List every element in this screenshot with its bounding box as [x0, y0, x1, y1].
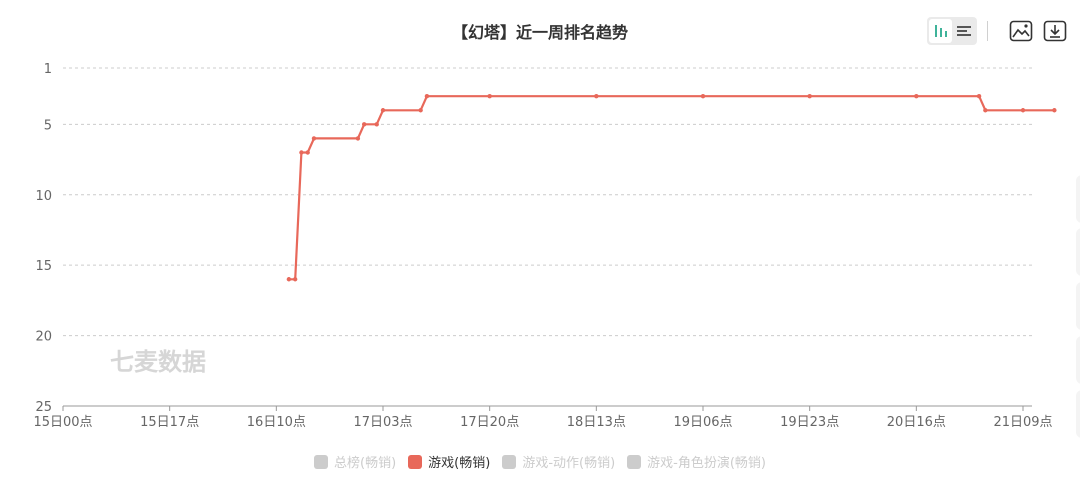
chart-toolbar — [927, 17, 1068, 45]
x-tick-label: 21日09点 — [993, 415, 1052, 430]
side-panel-edge — [1076, 390, 1080, 438]
data-point — [1020, 108, 1026, 113]
chart-title: 【幻塔】近一周排名趋势 — [451, 23, 628, 42]
legend-item-action[interactable]: 游戏-动作(畅销) — [502, 452, 615, 471]
y-tick-label: 20 — [35, 330, 52, 345]
data-point — [594, 93, 599, 99]
legend-swatch — [314, 454, 328, 469]
side-panel-edge — [1076, 228, 1080, 276]
data-point — [292, 277, 298, 282]
legend-swatch — [408, 454, 423, 469]
x-tick-label: 19日23点 — [780, 415, 839, 430]
legend-label: 游戏(畅销) — [428, 456, 491, 471]
y-tick-label: 10 — [35, 189, 52, 204]
data-point — [286, 277, 292, 282]
data-point — [380, 108, 386, 113]
image-icon[interactable] — [1008, 18, 1034, 44]
bar-chart-icon[interactable] — [929, 19, 952, 43]
legend-swatch — [627, 454, 642, 469]
view-toggle — [927, 17, 977, 45]
side-panel-edge — [1076, 175, 1080, 223]
x-tick-label: 17日20点 — [460, 415, 519, 430]
x-tick-label: 19日06点 — [673, 415, 732, 430]
y-tick-label: 25 — [35, 400, 52, 415]
data-point — [976, 93, 982, 99]
data-point — [311, 136, 317, 141]
download-icon[interactable] — [1042, 18, 1068, 44]
data-point — [487, 93, 492, 99]
watermark: 七麦数据 — [110, 348, 206, 376]
y-tick-label: 5 — [44, 118, 52, 133]
legend-label: 游戏-角色扮演(畅销) — [647, 456, 766, 471]
x-tick-label: 18日13点 — [567, 415, 626, 430]
data-point — [424, 93, 430, 99]
list-icon[interactable] — [952, 19, 975, 43]
x-tick-label: 15日00点 — [33, 415, 92, 430]
data-point — [914, 93, 919, 99]
data-point — [355, 136, 361, 141]
data-point — [700, 93, 706, 99]
x-tick-label: 15日17点 — [140, 415, 199, 430]
data-point — [983, 108, 988, 113]
data-point — [374, 122, 379, 127]
legend-swatch — [502, 454, 517, 469]
series-line — [288, 95, 1055, 281]
side-panel-edge — [1076, 336, 1080, 384]
x-tick-label: 17日03点 — [353, 415, 412, 430]
legend-item-overall[interactable]: 总榜(畅销) — [314, 452, 396, 471]
legend-item-games[interactable]: 游戏(畅销) — [408, 452, 490, 471]
x-tick-label: 16日10点 — [247, 415, 306, 430]
toolbar-divider — [987, 21, 988, 41]
legend-item-rpg[interactable]: 游戏-角色扮演(畅销) — [627, 452, 766, 471]
data-point — [299, 150, 304, 155]
side-panel-edge — [1076, 282, 1080, 330]
y-tick-label: 15 — [35, 259, 52, 274]
legend-label: 总榜(畅销) — [334, 456, 397, 471]
y-tick-label: 1 — [44, 62, 52, 77]
data-point — [1052, 108, 1057, 113]
x-tick-label: 20日16点 — [887, 415, 946, 430]
data-point — [361, 122, 367, 127]
legend-label: 游戏-动作(畅销) — [522, 456, 616, 471]
data-point — [807, 93, 812, 99]
data-point — [418, 108, 423, 113]
chart-legend: 总榜(畅销) 游戏(畅销) 游戏-动作(畅销) 游戏-角色扮演(畅销) — [0, 452, 1080, 471]
data-point — [305, 150, 310, 155]
